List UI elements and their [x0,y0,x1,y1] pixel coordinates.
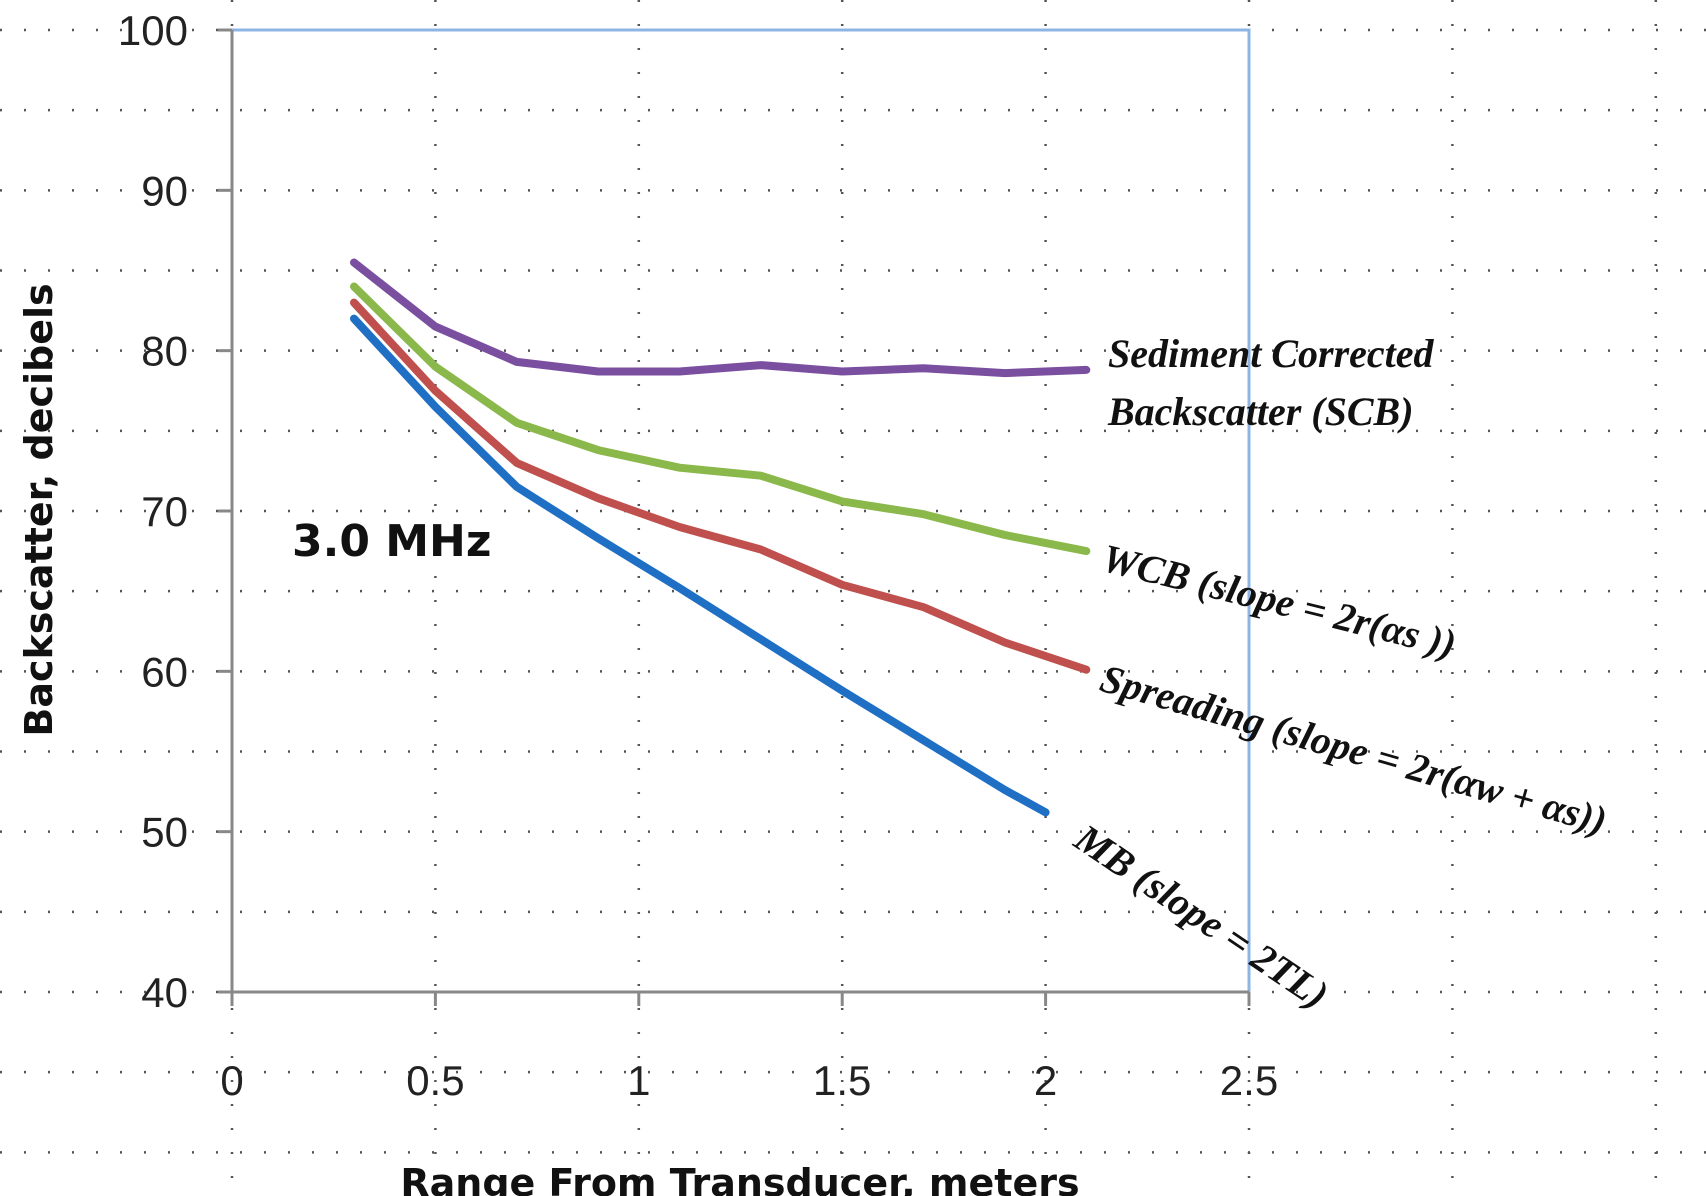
y-tick-label: 70 [141,488,188,535]
y-tick-label: 90 [141,167,188,214]
x-tick-label: 1.5 [813,1057,871,1104]
series-line-3 [350,314,1050,817]
series-line-0 [350,258,1091,378]
y-axis-title: Backscatter, decibels [17,283,61,736]
series-label-1: WCB (slope = 2r(αs )) [1098,535,1461,666]
y-tick-label: 40 [141,969,188,1016]
x-tick-label: 1 [627,1057,650,1104]
x-tick-label: 2.5 [1220,1057,1278,1104]
series-lines [350,258,1091,817]
axis-ticks: 0 0.5 1 1.5 2 2.5 40 50 60 70 80 90 100 [118,7,1278,1104]
series-labels: Sediment Corrected Backscatter (SCB) WCB (… [1066,331,1612,1017]
series-label-3: MB (slope = 2TL) [1066,815,1337,1018]
y-tick-label: 100 [118,7,188,54]
y-tick-label: 60 [141,648,188,695]
y-tick-label: 80 [141,328,188,375]
x-axis-title: Range From Transducer, meters [400,1161,1079,1196]
x-tick-label: 2 [1034,1057,1057,1104]
y-tick-label: 50 [141,809,188,856]
series-line-2 [350,298,1091,674]
x-tick-label: 0.5 [406,1057,464,1104]
series-label-2: Spreading (slope = 2r(αw + αs)) [1096,655,1612,843]
x-tick-label: 0 [220,1057,243,1104]
series-label-0: Sediment Corrected [1108,331,1435,376]
series-line-1 [350,282,1091,556]
series-label-0: Backscatter (SCB) [1107,389,1414,434]
frequency-annotation: 3.0 MHz [292,516,491,567]
